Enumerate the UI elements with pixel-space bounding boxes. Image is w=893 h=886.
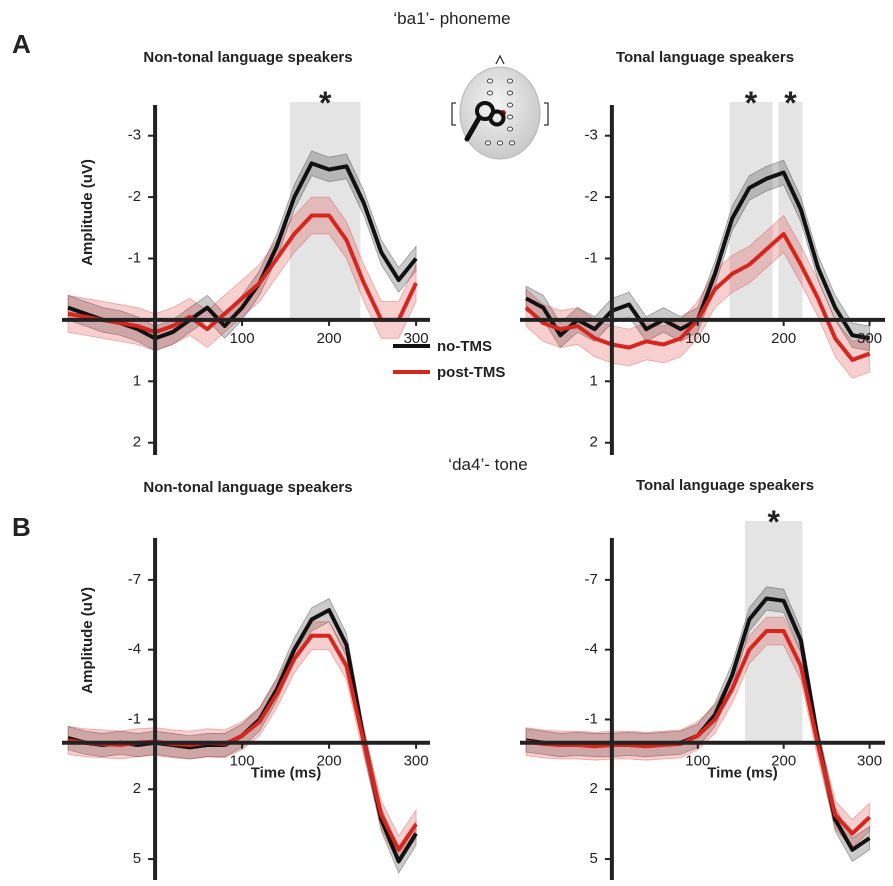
y-tick-label: -1 — [128, 710, 141, 727]
y-tick-label: 2 — [133, 780, 141, 797]
error-band — [67, 196, 417, 352]
section-title: ‘da4’- tone — [448, 455, 527, 474]
x-tick-label: 100 — [230, 753, 255, 770]
legend-label: post-TMS — [437, 364, 505, 381]
chart-title: Non-tonal language speakers — [143, 479, 352, 496]
error-band — [525, 586, 870, 862]
y-tick-label: 5 — [590, 850, 598, 867]
y-tick-label: -7 — [585, 571, 598, 588]
y-tick-label: -7 — [128, 571, 141, 588]
y-tick-label: 2 — [590, 434, 598, 451]
significance-star: * — [768, 504, 781, 540]
y-tick-label: 1 — [133, 372, 141, 389]
significance-window — [289, 102, 361, 320]
y-tick-label: 5 — [133, 850, 141, 867]
x-tick-label: 300 — [404, 753, 429, 770]
significance-window — [778, 102, 803, 320]
series-line — [67, 213, 418, 335]
y-tick-label: 2 — [133, 434, 141, 451]
x-tick-label: 300 — [857, 753, 882, 770]
error-band — [525, 616, 870, 848]
x-tick-label: 200 — [771, 753, 796, 770]
x-tick-label: 300 — [857, 330, 882, 347]
panel-letter: A — [12, 29, 31, 59]
y-tick-label: -4 — [128, 641, 141, 658]
significance-star: * — [319, 85, 332, 121]
y-tick-label: -2 — [585, 188, 598, 205]
x-tick-label: 200 — [771, 330, 796, 347]
significance-star: * — [784, 85, 797, 121]
x-tick-label: 200 — [317, 753, 342, 770]
y-tick-label: -3 — [128, 127, 141, 144]
y-axis-label: Amplitude (uV) — [79, 587, 96, 694]
scalp-icon — [451, 54, 549, 160]
y-tick-label: 1 — [590, 372, 598, 389]
x-tick-label: 100 — [685, 753, 710, 770]
x-tick-label: 100 — [685, 330, 710, 347]
y-axis-label: Amplitude (uV) — [79, 159, 96, 266]
series-line — [525, 629, 871, 836]
x-tick-label: 300 — [404, 330, 429, 347]
x-axis-label: Time (ms) — [707, 765, 778, 782]
legend-label: no-TMS — [437, 338, 492, 355]
y-tick-label: -1 — [585, 710, 598, 727]
chart-title: Tonal language speakers — [636, 477, 814, 494]
significance-star: * — [745, 85, 758, 121]
section-title: ‘ba1’- phoneme — [393, 9, 510, 28]
error-band — [67, 150, 417, 352]
y-tick-label: -1 — [128, 249, 141, 266]
y-tick-label: -1 — [585, 249, 598, 266]
y-tick-label: -4 — [585, 641, 598, 658]
chart-title: Tonal language speakers — [616, 49, 794, 66]
x-tick-label: 200 — [317, 330, 342, 347]
y-tick-label: -3 — [585, 127, 598, 144]
y-tick-label: -2 — [128, 188, 141, 205]
x-tick-label: 100 — [230, 330, 255, 347]
panel-letter: B — [12, 512, 31, 542]
y-tick-label: 2 — [590, 780, 598, 797]
chart-title: Non-tonal language speakers — [143, 49, 352, 66]
x-axis-label: Time (ms) — [251, 765, 322, 782]
